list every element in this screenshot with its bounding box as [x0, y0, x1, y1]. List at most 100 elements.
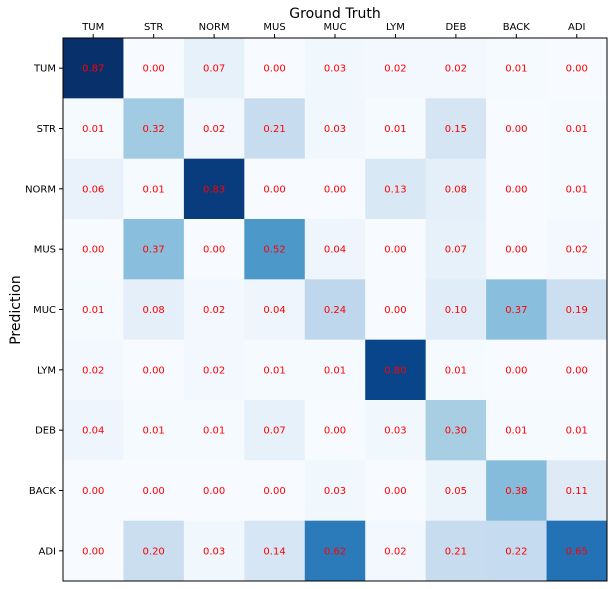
cell-value-label: 0.37	[143, 245, 165, 256]
heatmap-cell-adi-norm	[183, 520, 245, 582]
heatmap-cell-str-tum	[63, 98, 124, 160]
cell-value-label: 0.08	[445, 184, 467, 195]
heatmap-cell-lym-muc	[304, 339, 366, 401]
cell-value-label: 0.22	[505, 546, 527, 557]
cell-value-label: 0.00	[143, 365, 165, 376]
heatmap-cell-tum-norm	[183, 38, 245, 99]
cell-value-label: 0.00	[324, 184, 346, 195]
heatmap-cell-norm-deb	[425, 158, 487, 220]
heatmap-cell-labels: 0.87 0.00 0.07 0.00 0.03 0.02 0.02 0.01 0.00 0.01…	[82, 64, 588, 558]
heatmap-cell-norm-lym	[365, 158, 427, 220]
cell-value-label: 0.01	[445, 365, 467, 376]
cell-value-label: 0.10	[445, 305, 467, 316]
heatmap-cell-tum-tum	[63, 38, 124, 99]
heatmap-cell-mus-back	[486, 219, 548, 280]
heatmap-cell-adi-tum	[63, 520, 124, 582]
cell-value-label: 0.01	[566, 124, 588, 135]
y-tick-label: ADI	[39, 546, 57, 557]
cell-value-label: 0.01	[82, 124, 104, 135]
heatmap-cell-mus-norm	[183, 219, 245, 280]
heatmap-cell-back-str	[123, 460, 185, 522]
cell-value-label: 0.24	[324, 305, 346, 316]
heatmap-cell-deb-norm	[183, 400, 245, 461]
heatmap-cell-muc-tum	[63, 279, 124, 341]
heatmap-cell-str-mus	[244, 98, 306, 160]
heatmap-cell-back-mus	[244, 460, 306, 522]
cell-value-label: 0.38	[505, 486, 527, 497]
y-tick-label: STR	[37, 124, 56, 135]
heatmap-cell-muc-str	[123, 279, 185, 341]
heatmap-cell-mus-tum	[63, 219, 124, 280]
heatmap-cell-muc-back	[486, 279, 548, 341]
cell-value-label: 0.02	[203, 365, 225, 376]
y-tick-label: MUC	[33, 305, 56, 316]
x-tick-label: BACK	[503, 22, 531, 33]
cell-value-label: 0.01	[263, 365, 285, 376]
heatmap-cell-deb-back	[486, 400, 548, 461]
x-axis-title: Ground Truth	[289, 6, 380, 22]
x-tick-label: DEB	[445, 22, 466, 33]
cell-value-label: 0.07	[263, 426, 285, 437]
heatmap-cell-adi-str	[123, 520, 185, 582]
heatmap-cell-lym-back	[486, 339, 548, 401]
cell-value-label: 0.03	[324, 124, 346, 135]
cell-value-label: 0.08	[143, 305, 165, 316]
cell-value-label: 0.20	[143, 546, 165, 557]
heatmap-cell-adi-adi	[546, 520, 608, 582]
heatmap-cell-back-back	[486, 460, 548, 522]
cell-value-label: 0.15	[445, 124, 467, 135]
cell-value-label: 0.03	[324, 486, 346, 497]
heatmap-cell-tum-lym	[365, 38, 427, 99]
heatmap-cell-str-muc	[304, 98, 366, 160]
heatmap-cell-lym-tum	[63, 339, 124, 401]
heatmap-cell-mus-deb	[425, 219, 487, 280]
cell-value-label: 0.03	[203, 546, 225, 557]
y-tick-label: NORM	[25, 184, 56, 195]
cell-value-label: 0.07	[445, 245, 467, 256]
heatmap-cell-norm-muc	[304, 158, 366, 220]
cell-value-label: 0.01	[505, 426, 527, 437]
cell-value-label: 0.00	[143, 486, 165, 497]
heatmap-cell-lym-norm	[183, 339, 245, 401]
heatmap-cell-deb-tum	[63, 400, 124, 461]
cell-value-label: 0.02	[203, 124, 225, 135]
heatmap-cell-back-deb	[425, 460, 487, 522]
cell-value-label: 0.52	[263, 245, 285, 256]
heatmap-cell-norm-back	[486, 158, 548, 220]
heatmap-cell-norm-tum	[63, 158, 124, 220]
cell-value-label: 0.02	[566, 245, 588, 256]
cell-value-label: 0.02	[384, 64, 406, 75]
cell-value-label: 0.00	[505, 365, 527, 376]
heatmap-cell-muc-lym	[365, 279, 427, 341]
cell-value-label: 0.01	[324, 365, 346, 376]
cell-value-label: 0.00	[384, 486, 406, 497]
heatmap-cell-muc-mus	[244, 279, 306, 341]
x-tick-label: MUS	[263, 22, 285, 33]
heatmap-cell-str-lym	[365, 98, 427, 160]
cell-value-label: 0.06	[82, 184, 104, 195]
heatmap-cell-tum-back	[486, 38, 548, 99]
heatmap-cell-adi-back	[486, 520, 548, 582]
cell-value-label: 0.04	[263, 305, 285, 316]
heatmap-cell-norm-norm	[183, 158, 245, 220]
cell-value-label: 0.01	[505, 64, 527, 75]
cell-value-label: 0.02	[384, 546, 406, 557]
heatmap-cell-tum-str	[123, 38, 185, 99]
cell-value-label: 0.62	[324, 546, 346, 557]
cell-value-label: 0.80	[384, 365, 406, 376]
heatmap-cell-deb-muc	[304, 400, 366, 461]
cell-value-label: 0.00	[324, 426, 346, 437]
heatmap-cell-deb-mus	[244, 400, 306, 461]
y-axis-ticks: TUM STR NORM MUS MUC LYM DEB BACK ADI	[25, 64, 63, 557]
heatmap-cell-back-norm	[183, 460, 245, 522]
heatmap-cell-lym-mus	[244, 339, 306, 401]
heatmap-cell-mus-muc	[304, 219, 366, 280]
x-tick-label: STR	[144, 22, 163, 33]
heatmap-cell-deb-str	[123, 400, 185, 461]
cell-value-label: 0.00	[82, 245, 104, 256]
heatmap-cell-str-norm	[183, 98, 245, 160]
cell-value-label: 0.00	[203, 486, 225, 497]
cell-value-label: 0.00	[384, 305, 406, 316]
x-tick-label: ADI	[568, 22, 586, 33]
cell-value-label: 0.14	[263, 546, 285, 557]
